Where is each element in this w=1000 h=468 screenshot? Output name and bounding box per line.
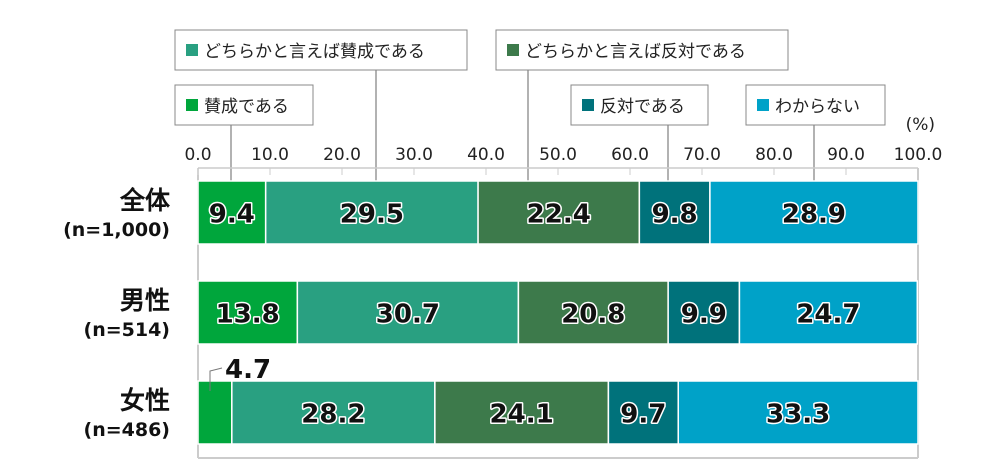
- legend-item: わからない: [745, 84, 886, 193]
- tick-label: 80.0: [755, 145, 793, 165]
- data-label: 33.3: [766, 400, 830, 430]
- legend-label: どちらかと言えば反対である: [525, 42, 746, 62]
- tick-label: 10.0: [251, 145, 289, 165]
- legend-item: 反対である: [570, 84, 709, 193]
- legend-box: [745, 84, 886, 126]
- category-n-label: (n=1,000): [63, 219, 170, 241]
- tick-label: 40.0: [467, 145, 505, 165]
- bar-segment: [517, 280, 669, 345]
- bar-segment: [296, 280, 520, 345]
- tick-label: 100.0: [894, 145, 943, 165]
- bar-segment: [197, 380, 233, 445]
- data-label: 9.4: [209, 200, 255, 230]
- data-label: 24.7: [796, 300, 860, 330]
- data-label: 9.9: [681, 300, 727, 330]
- tick-label: 50.0: [539, 145, 577, 165]
- data-label: 13.8: [216, 300, 280, 330]
- legend-label: わからない: [775, 97, 860, 117]
- data-label: 9.7: [620, 400, 666, 430]
- data-label: 24.1: [490, 400, 554, 430]
- data-label: 28.9: [782, 200, 846, 230]
- unit-label: (%): [906, 115, 935, 135]
- tick-label: 90.0: [827, 145, 865, 165]
- data-label-leader: [209, 367, 223, 391]
- legend-item: どちらかと言えば賛成である: [174, 29, 468, 193]
- data-label: 20.8: [561, 300, 625, 330]
- bar-segment: [231, 380, 436, 445]
- data-label: 22.4: [527, 200, 591, 230]
- bar-segment: [607, 380, 679, 445]
- bar-segment: [667, 280, 741, 345]
- legend-label: どちらかと言えば賛成である: [204, 42, 425, 62]
- legend-box: [495, 29, 789, 71]
- tick-label: 70.0: [683, 145, 721, 165]
- category-label: 女性: [120, 386, 170, 415]
- legend-swatch: [186, 99, 198, 111]
- bar-segment: [434, 380, 610, 445]
- legend-box: [174, 84, 314, 126]
- bar-segment: [197, 180, 267, 245]
- category-n-label: (n=486): [84, 419, 170, 441]
- legend-swatch: [582, 99, 594, 111]
- category-n-label: (n=514): [84, 319, 170, 341]
- bar-segment: [709, 180, 919, 245]
- legend-item: 賛成である: [174, 84, 314, 193]
- bar-segment: [264, 180, 479, 245]
- category-labels: 全体 (n=1,000) 男性 (n=514) 女性 (n=486): [63, 186, 171, 441]
- legend-box: [174, 29, 468, 71]
- legend-swatch: [186, 44, 198, 56]
- bar-segment: [197, 280, 299, 345]
- bar-segment: [738, 280, 919, 345]
- data-label: 9.8: [652, 200, 698, 230]
- bar-segment: [477, 180, 641, 245]
- bar-segment: [677, 380, 919, 445]
- category-label: 全体: [119, 186, 171, 215]
- tick-label: 0.0: [184, 145, 211, 165]
- tick-label: 20.0: [323, 145, 361, 165]
- tick-label: 60.0: [611, 145, 649, 165]
- legend-swatch: [757, 99, 769, 111]
- legend-label: 賛成である: [204, 97, 289, 117]
- bar-segment: [638, 180, 711, 245]
- legend-swatch: [507, 44, 519, 56]
- data-label: 28.2: [301, 400, 365, 430]
- data-label: 30.7: [376, 300, 440, 330]
- category-label: 男性: [120, 286, 170, 315]
- legend-item: どちらかと言えば反対である: [495, 29, 789, 193]
- legend-label: 反対である: [600, 97, 685, 117]
- tick-label: 30.0: [395, 145, 433, 165]
- bars: 9.4 29.5 22.4 9.8 28.913.8 30.7 20.8 9.9 24.74.7…: [197, 180, 919, 445]
- data-label: 29.5: [340, 200, 404, 230]
